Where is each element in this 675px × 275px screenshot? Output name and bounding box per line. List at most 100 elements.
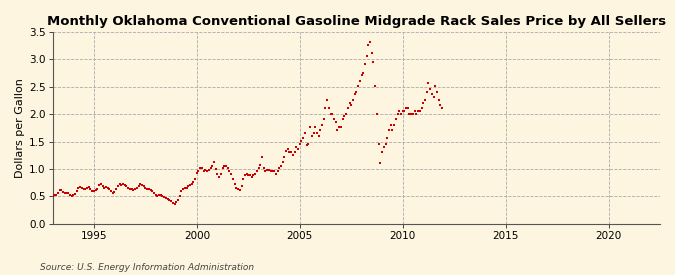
Point xyxy=(421,89,432,94)
Point xyxy=(181,185,192,190)
Point xyxy=(68,193,79,197)
Point xyxy=(332,128,343,132)
Point xyxy=(430,84,441,89)
Point xyxy=(211,167,221,171)
Point xyxy=(54,188,65,192)
Point xyxy=(144,187,155,191)
Point xyxy=(116,183,127,187)
Point xyxy=(389,122,400,127)
Point xyxy=(367,51,377,56)
Point xyxy=(241,172,252,176)
Point xyxy=(269,169,279,173)
Point xyxy=(200,167,211,172)
Point xyxy=(319,117,329,121)
Point xyxy=(342,106,353,110)
Point xyxy=(165,199,176,204)
Point xyxy=(75,184,86,189)
Point xyxy=(203,167,214,172)
Point xyxy=(85,187,96,191)
Point xyxy=(145,188,156,192)
Point xyxy=(132,185,142,190)
Point xyxy=(195,166,206,170)
Point xyxy=(387,128,398,132)
Point xyxy=(238,177,248,182)
Point xyxy=(229,182,240,186)
Point xyxy=(190,177,200,181)
Point xyxy=(157,194,168,198)
Point xyxy=(303,142,314,146)
Point xyxy=(435,103,446,108)
Point xyxy=(180,185,190,190)
Point xyxy=(214,174,225,179)
Point xyxy=(105,189,116,194)
Point xyxy=(375,161,386,165)
Point xyxy=(267,169,278,173)
Point xyxy=(76,185,87,190)
Point xyxy=(356,73,367,78)
Point xyxy=(361,54,372,58)
Point xyxy=(379,144,389,149)
Point xyxy=(385,122,396,127)
Point xyxy=(408,111,418,116)
Point xyxy=(344,100,355,105)
Point xyxy=(226,172,237,176)
Point xyxy=(277,160,288,165)
Point xyxy=(95,182,106,186)
Point xyxy=(212,172,223,176)
Point xyxy=(72,189,82,193)
Point xyxy=(423,81,434,86)
Point xyxy=(90,188,101,192)
Point xyxy=(73,186,84,190)
Point xyxy=(78,186,89,191)
Point xyxy=(301,143,312,148)
Point xyxy=(133,184,144,188)
Point xyxy=(47,194,58,199)
Point xyxy=(114,182,125,186)
Point xyxy=(70,192,80,196)
Point xyxy=(227,177,238,182)
Point xyxy=(327,111,338,116)
Point xyxy=(159,195,169,199)
Point xyxy=(346,103,356,108)
Point xyxy=(146,189,157,194)
Point xyxy=(259,166,269,171)
Point xyxy=(289,150,300,154)
Point xyxy=(83,185,94,189)
Point xyxy=(412,109,423,113)
Point xyxy=(178,187,188,191)
Point xyxy=(335,125,346,130)
Point xyxy=(354,79,365,83)
Point xyxy=(151,192,161,197)
Point xyxy=(215,172,226,176)
Point xyxy=(270,172,281,176)
Point xyxy=(398,109,408,113)
Point xyxy=(330,120,341,124)
Point xyxy=(325,111,336,116)
Point xyxy=(348,98,358,102)
Point xyxy=(250,172,261,176)
Point xyxy=(192,171,202,175)
Point xyxy=(311,131,322,135)
Point xyxy=(256,155,267,159)
Point xyxy=(399,109,410,113)
Point xyxy=(104,187,115,191)
Point xyxy=(107,191,118,195)
Point xyxy=(198,169,209,173)
Point xyxy=(313,133,324,138)
Point xyxy=(240,173,250,177)
Point xyxy=(234,188,245,192)
Point xyxy=(196,166,207,171)
Point xyxy=(431,89,442,94)
Point xyxy=(294,142,305,146)
Point xyxy=(360,62,371,67)
Point xyxy=(286,150,296,154)
Point xyxy=(209,160,219,165)
Point xyxy=(113,184,124,188)
Point xyxy=(176,189,187,194)
Point xyxy=(128,188,139,192)
Point xyxy=(88,189,99,193)
Point xyxy=(291,144,302,149)
Point xyxy=(272,169,283,173)
Point xyxy=(53,190,63,195)
Point xyxy=(123,185,134,190)
